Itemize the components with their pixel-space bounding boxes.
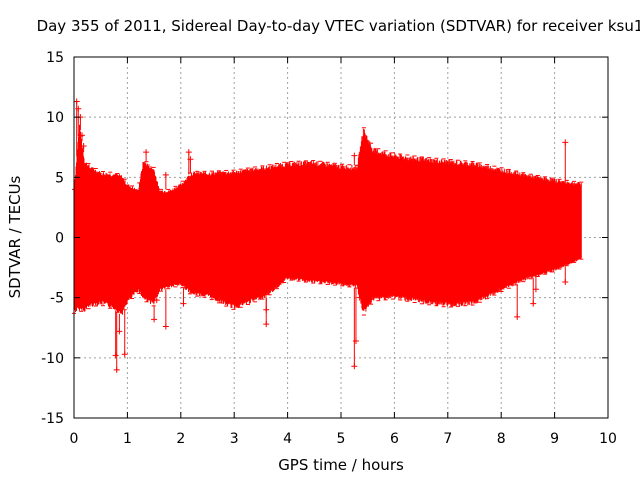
x-tick-label: 0 bbox=[70, 431, 79, 447]
y-axis-label: SDTVAR / TECUs bbox=[6, 175, 24, 298]
outlier-point bbox=[263, 306, 270, 313]
x-tick-label: 4 bbox=[283, 431, 292, 447]
x-tick-label: 9 bbox=[550, 431, 559, 447]
y-tick-label: 15 bbox=[46, 50, 64, 66]
outlier-point bbox=[79, 132, 86, 139]
y-tick-label: 5 bbox=[55, 170, 64, 186]
x-tick-label: 1 bbox=[123, 431, 132, 447]
y-tick-label: -5 bbox=[50, 291, 64, 307]
data-layer bbox=[72, 98, 584, 373]
outlier-point bbox=[351, 152, 358, 159]
y-tick-label: 10 bbox=[46, 110, 64, 126]
y-tick-label: 0 bbox=[55, 231, 64, 247]
y-tick-label: -10 bbox=[41, 351, 64, 367]
y-tick-label: -15 bbox=[41, 411, 64, 427]
outlier-point bbox=[562, 139, 569, 146]
outlier-point bbox=[113, 366, 120, 373]
x-axis-label: GPS time / hours bbox=[278, 456, 404, 474]
outlier-point bbox=[530, 300, 537, 307]
axis-ticks: 0 1 2 3 4 5 6 7 8 9 10 15 10 5 0 -5 -10 -15 bbox=[41, 50, 617, 447]
outlier-point bbox=[351, 363, 358, 370]
outlier-point bbox=[116, 328, 123, 335]
outlier-point bbox=[75, 105, 82, 112]
outlier-point bbox=[162, 171, 169, 178]
x-tick-label: 8 bbox=[497, 431, 506, 447]
x-tick-label: 2 bbox=[176, 431, 185, 447]
outlier-point bbox=[162, 323, 169, 330]
outlier-point bbox=[153, 297, 160, 304]
outlier-point bbox=[121, 351, 128, 358]
outlier-point bbox=[562, 279, 569, 286]
outlier-point bbox=[532, 286, 539, 293]
outlier-point bbox=[187, 156, 194, 163]
outlier-point bbox=[180, 300, 187, 307]
outlier-point bbox=[80, 143, 87, 150]
x-tick-label: 6 bbox=[390, 431, 399, 447]
outlier-point bbox=[148, 169, 155, 176]
outlier-point bbox=[263, 321, 270, 328]
outlier-point bbox=[185, 149, 192, 156]
x-tick-label: 5 bbox=[337, 431, 346, 447]
outlier-point bbox=[112, 352, 119, 359]
x-tick-label: 7 bbox=[443, 431, 452, 447]
outlier-point bbox=[73, 98, 80, 105]
x-tick-label: 3 bbox=[230, 431, 239, 447]
outlier-point bbox=[151, 316, 158, 323]
x-tick-label: 10 bbox=[599, 431, 617, 447]
outlier-point bbox=[535, 270, 542, 277]
outlier-point bbox=[356, 294, 363, 301]
chart-title: Day 355 of 2011, Sidereal Day-to-day VTE… bbox=[37, 17, 640, 35]
outlier-point bbox=[352, 337, 359, 344]
outlier-point bbox=[514, 313, 521, 320]
outlier-point bbox=[143, 149, 150, 156]
